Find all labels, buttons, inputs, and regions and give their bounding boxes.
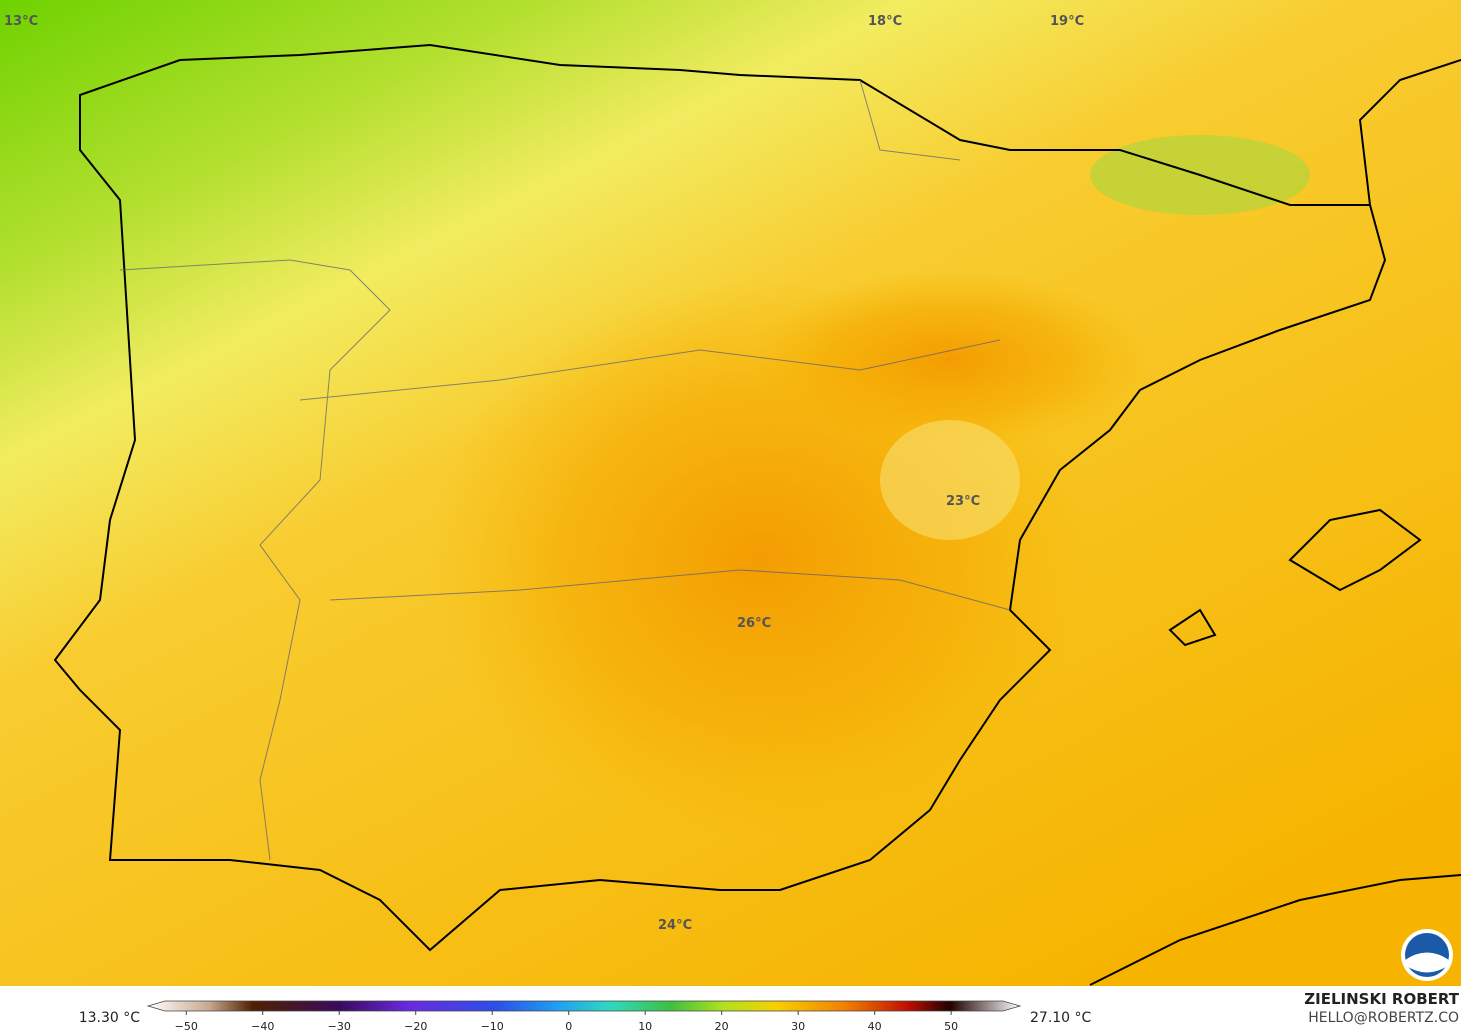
temperature-label: 18°C — [868, 14, 902, 29]
colorbar-tick-label: 0 — [565, 1020, 572, 1033]
max-label: 27.10 °C — [1030, 1010, 1092, 1026]
temperature-label: 26°C — [737, 616, 771, 631]
min-label: 13.30 °C — [79, 1010, 141, 1026]
colorbar-tick-label: −40 — [251, 1020, 274, 1033]
colorbar-tick-label: 30 — [791, 1020, 805, 1033]
region-borders — [119, 79, 1011, 861]
temperature-label: 19°C — [1050, 14, 1084, 29]
colorbar-tick-label: −20 — [404, 1020, 427, 1033]
author: ZIELINSKI ROBERT — [1304, 990, 1459, 1008]
colorbar-tick-label: 50 — [944, 1020, 958, 1033]
colorbar-tick-label: −50 — [175, 1020, 198, 1033]
colorbar-tick-label: 40 — [868, 1020, 882, 1033]
temperature-label: 23°C — [946, 494, 980, 509]
heat-core — [750, 270, 1150, 450]
colorbar-tick-label: −30 — [328, 1020, 351, 1033]
colorbar — [146, 1000, 1022, 1012]
coastline — [53, 43, 1461, 986]
colorbar-tick-label: 20 — [715, 1020, 729, 1033]
colorbar-tick-label: 10 — [638, 1020, 652, 1033]
colorbar-tick-label: −10 — [481, 1020, 504, 1033]
noaa-logo — [1401, 929, 1453, 981]
temperature-label: 13°C — [4, 14, 38, 29]
cool-patch — [880, 420, 1020, 540]
temperature-label: 24°C — [658, 918, 692, 933]
contact: HELLO@ROBERTZ.CO — [1308, 1010, 1459, 1026]
colorbar-ticks: −50 −40 −30 −20 −10 0 10 20 30 40 50 — [175, 1011, 958, 1033]
